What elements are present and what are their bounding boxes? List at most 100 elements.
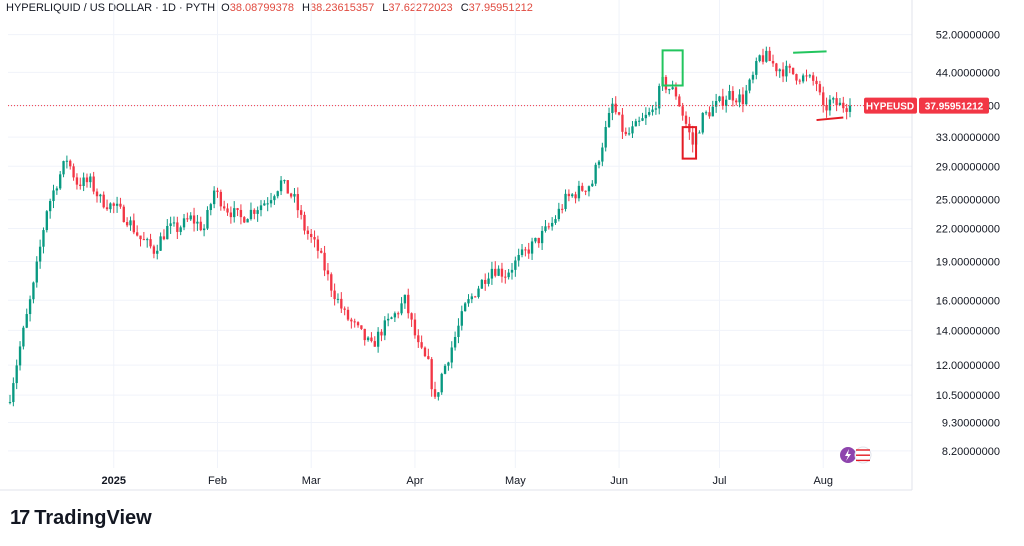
candle-body: [470, 296, 474, 300]
candle-body: [678, 96, 681, 107]
candle-body: [52, 190, 55, 202]
candle-body: [443, 365, 447, 374]
tradingview-logo[interactable]: 17 TradingView: [10, 507, 152, 530]
candle-body: [798, 80, 801, 82]
candle-body: [276, 191, 279, 197]
candle-body: [293, 194, 296, 197]
candle-body: [313, 237, 316, 240]
candle-body: [182, 218, 186, 228]
candle-body: [597, 161, 601, 165]
candle-body: [69, 160, 72, 167]
candle-body: [156, 250, 159, 254]
candle-body: [65, 160, 69, 162]
candle-body: [681, 106, 684, 116]
candle-body: [400, 303, 403, 314]
time-axis-label: Jul: [712, 475, 726, 487]
candle-body: [306, 230, 310, 234]
time-axis-label: Jun: [610, 475, 628, 487]
candle-body: [172, 222, 176, 224]
candle-body: [835, 98, 838, 106]
candle-body: [463, 303, 467, 312]
candle-body: [45, 211, 48, 231]
candle-body: [373, 341, 376, 347]
candle-body: [637, 120, 641, 122]
time-axis-label: May: [505, 475, 526, 487]
candle-body: [219, 191, 223, 207]
candle-body: [437, 392, 440, 397]
candle-body: [651, 109, 654, 113]
price-axis-label: 9.30000000: [942, 418, 1000, 430]
candle-body: [467, 299, 470, 304]
candle-body: [751, 74, 755, 80]
candle-body: [845, 108, 848, 112]
candle-body: [832, 98, 835, 100]
candle-body: [142, 239, 146, 241]
candle-body: [407, 294, 410, 314]
candle-body: [386, 318, 390, 321]
price-axis-label: 44.00000000: [936, 67, 1000, 79]
price-axis-label: 16.00000000: [936, 295, 1000, 307]
annotation-box: [661, 49, 684, 87]
candle-body: [812, 75, 815, 81]
candle-body: [253, 209, 256, 214]
lightning-bolt-icon: [845, 449, 851, 461]
candle-body: [136, 232, 139, 236]
candle-body: [15, 365, 18, 384]
candle-body: [480, 279, 484, 289]
candle-body: [370, 337, 373, 342]
candle-body: [89, 176, 92, 183]
candle-body: [795, 74, 798, 81]
candle-body: [196, 221, 199, 224]
candle-body: [132, 220, 135, 233]
candle-body: [48, 201, 52, 212]
candle-body: [514, 260, 517, 270]
candle-body: [102, 194, 105, 208]
candle-body: [474, 296, 477, 298]
candle-body: [520, 249, 524, 256]
candle-body: [510, 269, 514, 273]
candle-body: [704, 112, 708, 114]
candle-body: [12, 383, 15, 403]
candle-body: [417, 335, 420, 343]
candle-body: [246, 219, 249, 223]
candle-body: [815, 80, 818, 85]
candle-body: [828, 99, 832, 111]
candle-body: [671, 87, 674, 90]
candle-body: [109, 203, 112, 210]
candle-body: [550, 222, 554, 227]
candle-body: [818, 84, 822, 93]
close-label: C: [460, 2, 469, 14]
candle-body: [477, 288, 480, 297]
candle-body: [664, 76, 668, 90]
candle-body: [714, 101, 718, 107]
candle-body: [159, 236, 162, 251]
candle-body: [571, 194, 574, 197]
candle-body: [621, 114, 624, 132]
candle-body: [410, 313, 413, 320]
candle-body: [316, 239, 320, 251]
candle-body: [360, 325, 363, 329]
candle-body: [440, 373, 443, 393]
candle-body: [283, 180, 286, 182]
candle-body: [554, 219, 557, 223]
symbol-tag-text: HYPEUSD: [866, 102, 914, 113]
candle-body: [249, 209, 253, 220]
candle-body: [256, 210, 259, 214]
candle-body: [122, 206, 125, 223]
candle-body: [781, 69, 785, 77]
candle-body: [413, 319, 417, 336]
candle-body: [239, 209, 243, 218]
candle-body: [627, 133, 631, 135]
candle-body: [376, 331, 380, 347]
candle-body: [668, 89, 671, 91]
time-axis-label: Mar: [302, 475, 321, 487]
candle-body: [524, 249, 527, 251]
candle-body: [540, 230, 544, 244]
candle-body: [393, 313, 397, 318]
candle-body: [838, 102, 842, 106]
candle-body: [343, 308, 346, 310]
candle-body: [791, 67, 795, 75]
candle-body: [711, 106, 714, 117]
annotation-line: [816, 116, 844, 122]
